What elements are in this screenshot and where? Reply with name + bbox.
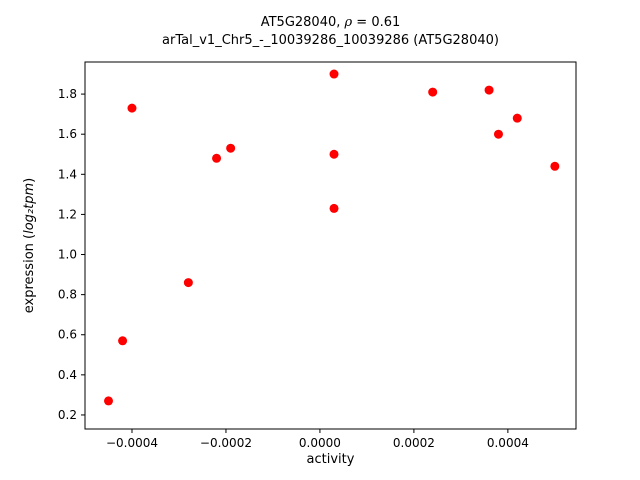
y-tick-label: 1.0 — [58, 248, 77, 262]
chart-title-line1: AT5G28040, ρ = 0.61 — [85, 15, 576, 31]
data-point — [118, 336, 128, 346]
x-tick-label: −0.0004 — [106, 436, 158, 450]
y-tick-label: 0.6 — [58, 328, 77, 342]
x-tick-label: 0.0000 — [299, 436, 341, 450]
y-tick-label: 1.6 — [58, 127, 77, 141]
y-axis-label-prefix: expression ( — [22, 233, 37, 314]
x-axis-label: activity — [306, 452, 355, 467]
y-tick-label: 0.4 — [58, 368, 77, 382]
y-tick-label: 0.2 — [58, 408, 77, 422]
data-point — [103, 396, 113, 406]
y-tick-label: 1.2 — [58, 207, 77, 221]
x-tick-label: −0.0002 — [200, 436, 252, 450]
data-point — [329, 69, 339, 79]
chart-title-line2: arTal_v1_Chr5_-_10039286_10039286 (AT5G2… — [162, 33, 499, 48]
y-tick-label: 1.4 — [58, 167, 77, 181]
x-tick-label: 0.0004 — [487, 436, 529, 450]
rho-symbol: ρ — [344, 15, 353, 30]
data-point — [484, 85, 494, 95]
data-point — [226, 143, 236, 153]
data-point — [550, 161, 560, 171]
axes-frame — [84, 61, 577, 430]
data-point — [127, 103, 137, 113]
data-point — [512, 113, 522, 123]
y-axis-label-suffix: ) — [22, 177, 37, 183]
y-tick-label: 1.8 — [58, 87, 77, 101]
y-axis-label: expression (log₂tpm) — [22, 62, 39, 429]
data-point — [329, 203, 339, 213]
y-tick-label: 0.8 — [58, 288, 77, 302]
title-gene: AT5G28040, — [260, 15, 345, 30]
data-point — [493, 129, 503, 139]
data-point — [428, 87, 438, 97]
title-rho-value: = 0.61 — [352, 15, 401, 30]
y-axis-label-math: log₂tpm — [22, 182, 37, 234]
data-point — [183, 278, 193, 288]
x-tick-label: 0.0002 — [393, 436, 435, 450]
data-point — [212, 153, 222, 163]
data-point — [329, 149, 339, 159]
